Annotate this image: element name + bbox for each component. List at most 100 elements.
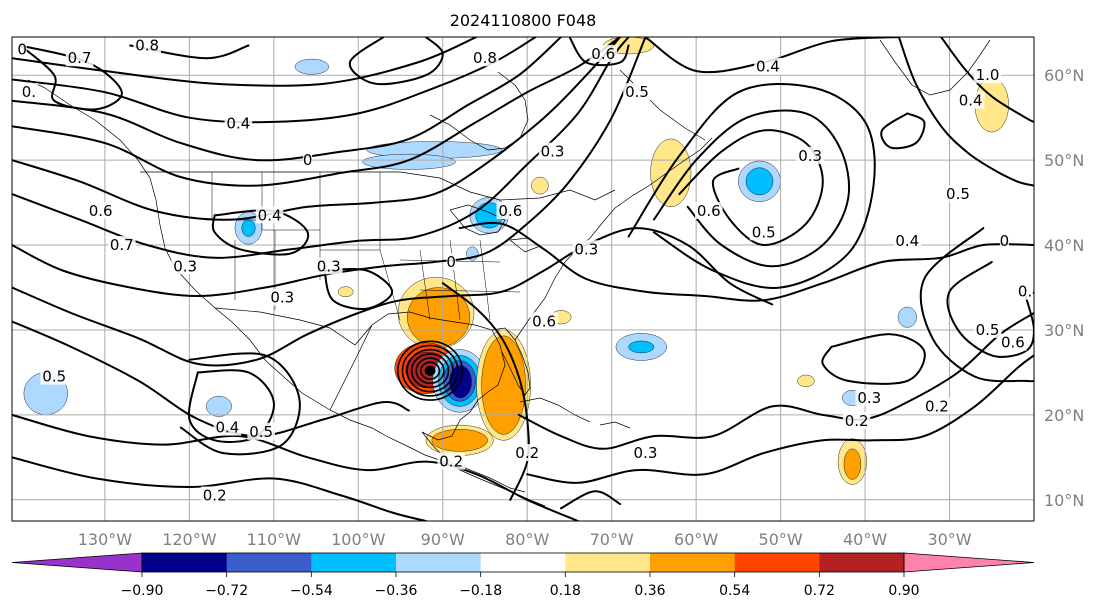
- contour-label-background: [108, 236, 136, 254]
- contour-label-background: [437, 452, 466, 470]
- contour-label: 0.6: [532, 312, 556, 330]
- colorbar-extend-low: [11, 552, 143, 573]
- contour-label-background: [796, 146, 824, 164]
- contour-label: 0.7: [110, 236, 134, 254]
- colorbar-tick-label: 0.36: [634, 583, 665, 599]
- contour-label-background: [446, 253, 456, 271]
- contour-label: 0.5: [625, 83, 649, 101]
- us-canada-border: [140, 171, 616, 201]
- colorbar-tick-label: −0.36: [375, 583, 418, 599]
- colorbar-segment: [734, 553, 820, 572]
- shaded-region-17: [241, 219, 256, 237]
- contour-label-background: [973, 66, 1002, 84]
- longitude-tick-label: 110°W: [247, 530, 302, 549]
- contour-line-14: [441, 282, 530, 501]
- longitude-tick-labels: 130°W 120°W 110°W 100°W 90°W 80°W 70°W 60°W 50°W…: [78, 530, 972, 549]
- contour-label-background: [754, 57, 782, 75]
- colorbar-segment: [819, 553, 905, 572]
- contour-label: 0.3: [574, 240, 598, 258]
- contour-label-background: [19, 83, 39, 101]
- contour-label: 0: [17, 41, 27, 59]
- colorbar-tick-label: 0.90: [888, 583, 919, 599]
- latitude-tick-label: 50°N: [1044, 151, 1084, 170]
- longitude-tick-label: 50°W: [759, 530, 803, 549]
- contour-label: 0.3: [173, 257, 197, 275]
- contour-label-background: [973, 320, 1002, 338]
- contour-label-background: [133, 37, 161, 54]
- shaded-region-31: [897, 306, 917, 328]
- contour-line-27: [323, 267, 394, 310]
- contour-label: 1.0: [976, 66, 1000, 84]
- colorbar: −0.90 −0.72 −0.54 −0.36 −0.18 0.18 0.36 0.54 0.7…: [11, 552, 1035, 599]
- contour-line-19: [897, 37, 1034, 187]
- colorbar-segment: [480, 553, 566, 572]
- cuba-coast: [519, 397, 591, 423]
- cyclone-ring: [410, 353, 450, 389]
- longitude-tick-label: 130°W: [78, 530, 133, 549]
- contour-label: 0.6: [498, 202, 522, 220]
- latitude-tick-labels: 10°N 20°N 30°N 40°N 50°N 60°N: [1044, 66, 1084, 510]
- contour-label-background: [695, 202, 723, 220]
- contour-label: 0.4: [226, 115, 250, 133]
- contour-line-16: [652, 109, 851, 268]
- contour-label-background: [589, 44, 618, 62]
- longitude-tick-label: 100°W: [331, 530, 386, 549]
- contour-label-background: [623, 83, 651, 101]
- cyclone-rings: [397, 340, 464, 401]
- contour-line-25: [179, 352, 301, 456]
- contour-label-background: [171, 257, 199, 275]
- contour-label: 0.5: [752, 223, 776, 241]
- contour-line-11: [12, 456, 427, 521]
- hispaniola-coast: [599, 421, 631, 429]
- map-frame: [11, 36, 1035, 522]
- contour-line-17: [627, 82, 876, 289]
- colorbar-frame: [141, 552, 905, 573]
- contour-label-background: [749, 223, 778, 241]
- contour-label: 0.2: [925, 397, 949, 415]
- shaded-region-34: [797, 374, 815, 388]
- contour-label-background: [631, 444, 660, 462]
- contour-label: 0.4: [959, 92, 983, 110]
- colorbar-tick-label: −0.18: [459, 583, 502, 599]
- contour-line-0: [12, 37, 622, 187]
- contour-label-background: [999, 333, 1027, 351]
- longitude-tick-label: 70°W: [590, 530, 634, 549]
- contour-label-background: [471, 49, 499, 67]
- shaded-region-9: [481, 335, 526, 435]
- longitude-tick-label: 60°W: [674, 530, 718, 549]
- contour-line-4: [12, 37, 622, 221]
- contour-label: 0.5: [42, 368, 66, 386]
- contour-label: 0.7: [68, 49, 92, 67]
- colorbar-tick-label: 0.72: [804, 583, 835, 599]
- contour-label: 0.4: [258, 206, 282, 224]
- contour-line-2: [12, 37, 537, 124]
- latitude-tick-label: 20°N: [1044, 406, 1084, 425]
- contour-label: 0.4: [1018, 283, 1042, 301]
- contour-label: 0.3: [541, 143, 565, 161]
- shaded-region-25: [628, 340, 655, 354]
- figure-title: 2024110800 F048: [450, 11, 597, 30]
- contour-label-background: [268, 288, 297, 306]
- shaded-region-23: [843, 448, 862, 480]
- contour-line-15: [678, 129, 824, 247]
- contour-label-background: [513, 444, 542, 462]
- colorbar-segment: [142, 553, 228, 572]
- contour-label: 0.2: [203, 487, 227, 505]
- contour-label-background: [303, 151, 313, 169]
- colorbar-segment: [226, 553, 312, 572]
- shaded-region-20: [745, 167, 774, 196]
- us-mexico-border: [214, 307, 373, 346]
- shaded-region-28: [294, 58, 329, 75]
- colorbar-segment: [311, 553, 397, 572]
- contour-line-22: [919, 227, 1034, 383]
- contour-line-5: [12, 37, 630, 259]
- cyclone-ring: [401, 344, 459, 397]
- latitude-tick-label: 10°N: [1044, 491, 1084, 510]
- contour-label-background: [530, 312, 558, 330]
- contour-label-background: [842, 411, 871, 429]
- contour-label: 0.2: [515, 444, 539, 462]
- colorbar-segment: [650, 553, 736, 572]
- contour-label: 0.2: [845, 412, 869, 430]
- colorbar-tick-label: −0.54: [290, 583, 333, 599]
